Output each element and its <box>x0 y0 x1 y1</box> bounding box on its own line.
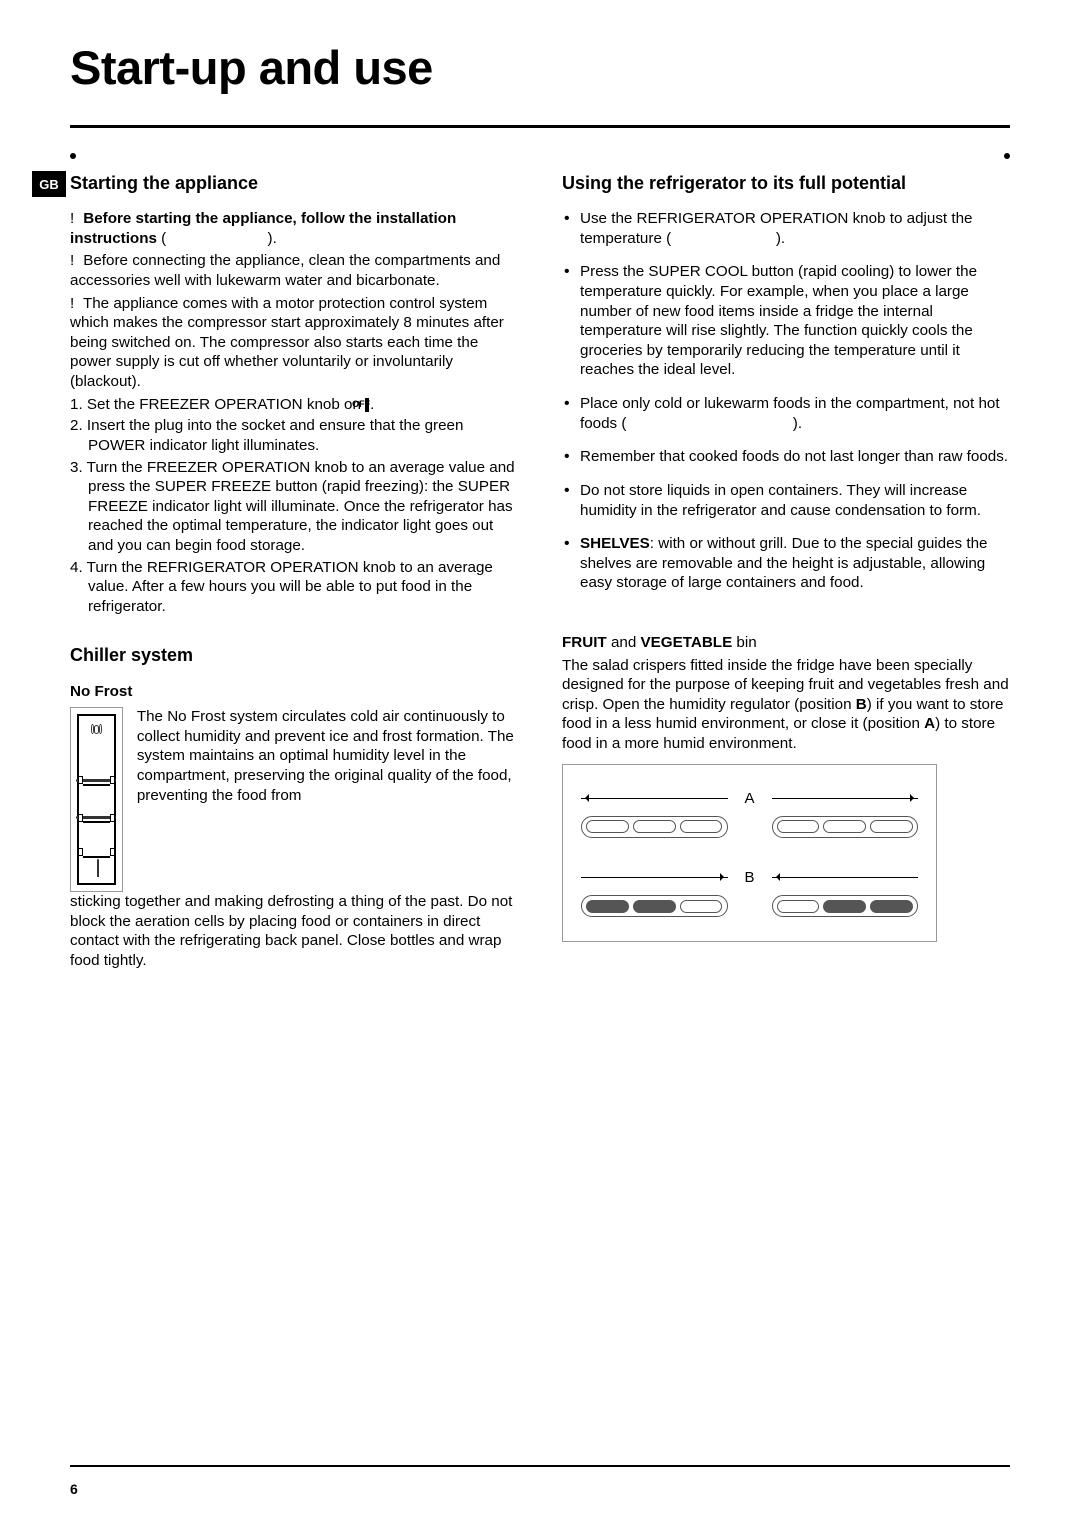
arrow-left-icon <box>772 877 919 878</box>
content-columns: Starting the appliance ! Before starting… <box>70 172 1010 974</box>
off-icon: OFF <box>365 398 370 412</box>
vent-sliders-a <box>581 816 918 838</box>
step-1: 1. Set the FREEZER OPERATION knob on OFF… <box>70 395 518 415</box>
slider-a-right <box>772 816 919 838</box>
steps-list: 1. Set the FREEZER OPERATION knob on OFF… <box>70 395 518 617</box>
vent-label-b: B <box>742 868 758 887</box>
no-frost-text-2: sticking together and making defrosting … <box>70 892 518 970</box>
no-frost-text-1: The No Frost system circulates cold air … <box>137 707 518 892</box>
arrow-right-icon <box>772 798 919 799</box>
section-chiller: Chiller system <box>70 644 518 667</box>
vent-row-a: A <box>581 789 918 808</box>
step-2: 2. Insert the plug into the socket and e… <box>70 416 518 455</box>
tip-1: Use the REFRIGERATOR OPERATION knob to a… <box>562 209 1010 248</box>
warn2-text: Before connecting the appliance, clean t… <box>70 252 500 289</box>
warn-3: ! The appliance comes with a motor prote… <box>70 294 518 392</box>
tip-2: Press the SUPER COOL button (rapid cooli… <box>562 262 1010 380</box>
slider-b-right <box>772 895 919 917</box>
pos-b: B <box>856 696 867 713</box>
language-tab: GB <box>32 171 66 197</box>
fruit-veg-body: The salad crispers fitted inside the fri… <box>562 656 1010 754</box>
shelves-lead: SHELVES <box>580 535 650 552</box>
vent-label-a: A <box>742 789 758 808</box>
arrow-left-icon <box>581 798 728 799</box>
warn-icon: ! <box>70 251 79 271</box>
tip-6: SHELVES: with or without grill. Due to t… <box>562 534 1010 593</box>
slider-b-left <box>581 895 728 917</box>
right-column: Using the refrigerator to its full poten… <box>562 172 1010 974</box>
warn3-text: The appliance comes with a motor protect… <box>70 295 504 390</box>
vent-sliders-b <box>581 895 918 917</box>
vent-row-b: B <box>581 868 918 887</box>
no-frost-heading: No Frost <box>70 682 518 702</box>
warn-icon: ! <box>70 209 79 229</box>
fruit-veg-heading: FRUIT and VEGETABLE bin <box>562 633 1010 653</box>
step-3: 3. Turn the FREEZER OPERATION knob to an… <box>70 458 518 556</box>
section-using: Using the refrigerator to its full poten… <box>562 172 1010 195</box>
tip-4: Remember that cooked foods do not last l… <box>562 447 1010 467</box>
tips-list: Use the REFRIGERATOR OPERATION knob to a… <box>562 209 1010 593</box>
section-starting: Starting the appliance <box>70 172 518 195</box>
pos-a: A <box>924 715 935 732</box>
and-text: and <box>607 634 641 651</box>
veg-label: VEGETABLE <box>641 634 733 651</box>
step1-text: 1. Set the FREEZER OPERATION knob on <box>70 396 365 413</box>
fridge-interior-diagram <box>70 707 123 892</box>
tip-3: Place only cold or lukewarm foods in the… <box>562 394 1010 433</box>
arrow-right-icon <box>581 877 728 878</box>
page-number: 6 <box>70 1481 78 1497</box>
step-4: 4. Turn the REFRIGERATOR OPERATION knob … <box>70 558 518 617</box>
top-rule <box>70 125 1010 128</box>
tip1a: Use the REFRIGERATOR OPERATION knob to a… <box>580 210 972 247</box>
tip-5: Do not store liquids in open containers.… <box>562 481 1010 520</box>
warn-1: ! Before starting the appliance, follow … <box>70 209 518 248</box>
left-column: Starting the appliance ! Before starting… <box>70 172 518 974</box>
fruit-label: FRUIT <box>562 634 607 651</box>
page-title: Start-up and use <box>70 40 1010 95</box>
warn-icon: ! <box>70 294 79 314</box>
slider-a-left <box>581 816 728 838</box>
bottom-rule <box>70 1465 1010 1467</box>
chiller-block: The No Frost system circulates cold air … <box>70 707 518 892</box>
bin-text: bin <box>732 634 757 651</box>
warn-2: ! Before connecting the appliance, clean… <box>70 251 518 290</box>
humidity-regulator-diagram: A B <box>562 764 937 943</box>
